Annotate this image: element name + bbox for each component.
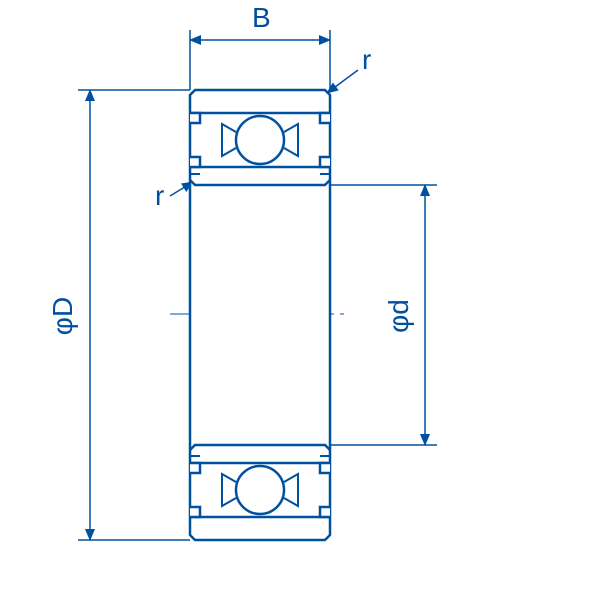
dim-B — [190, 30, 330, 90]
label-B: B — [252, 2, 271, 34]
dim-D — [78, 90, 190, 540]
bearing-diagram — [0, 0, 600, 600]
label-r-left: r — [155, 180, 164, 212]
bearing-body — [190, 90, 330, 540]
leader-r-top — [327, 70, 358, 93]
label-D: φD — [47, 297, 79, 335]
label-d: φd — [383, 299, 415, 333]
label-r-top: r — [362, 44, 371, 76]
